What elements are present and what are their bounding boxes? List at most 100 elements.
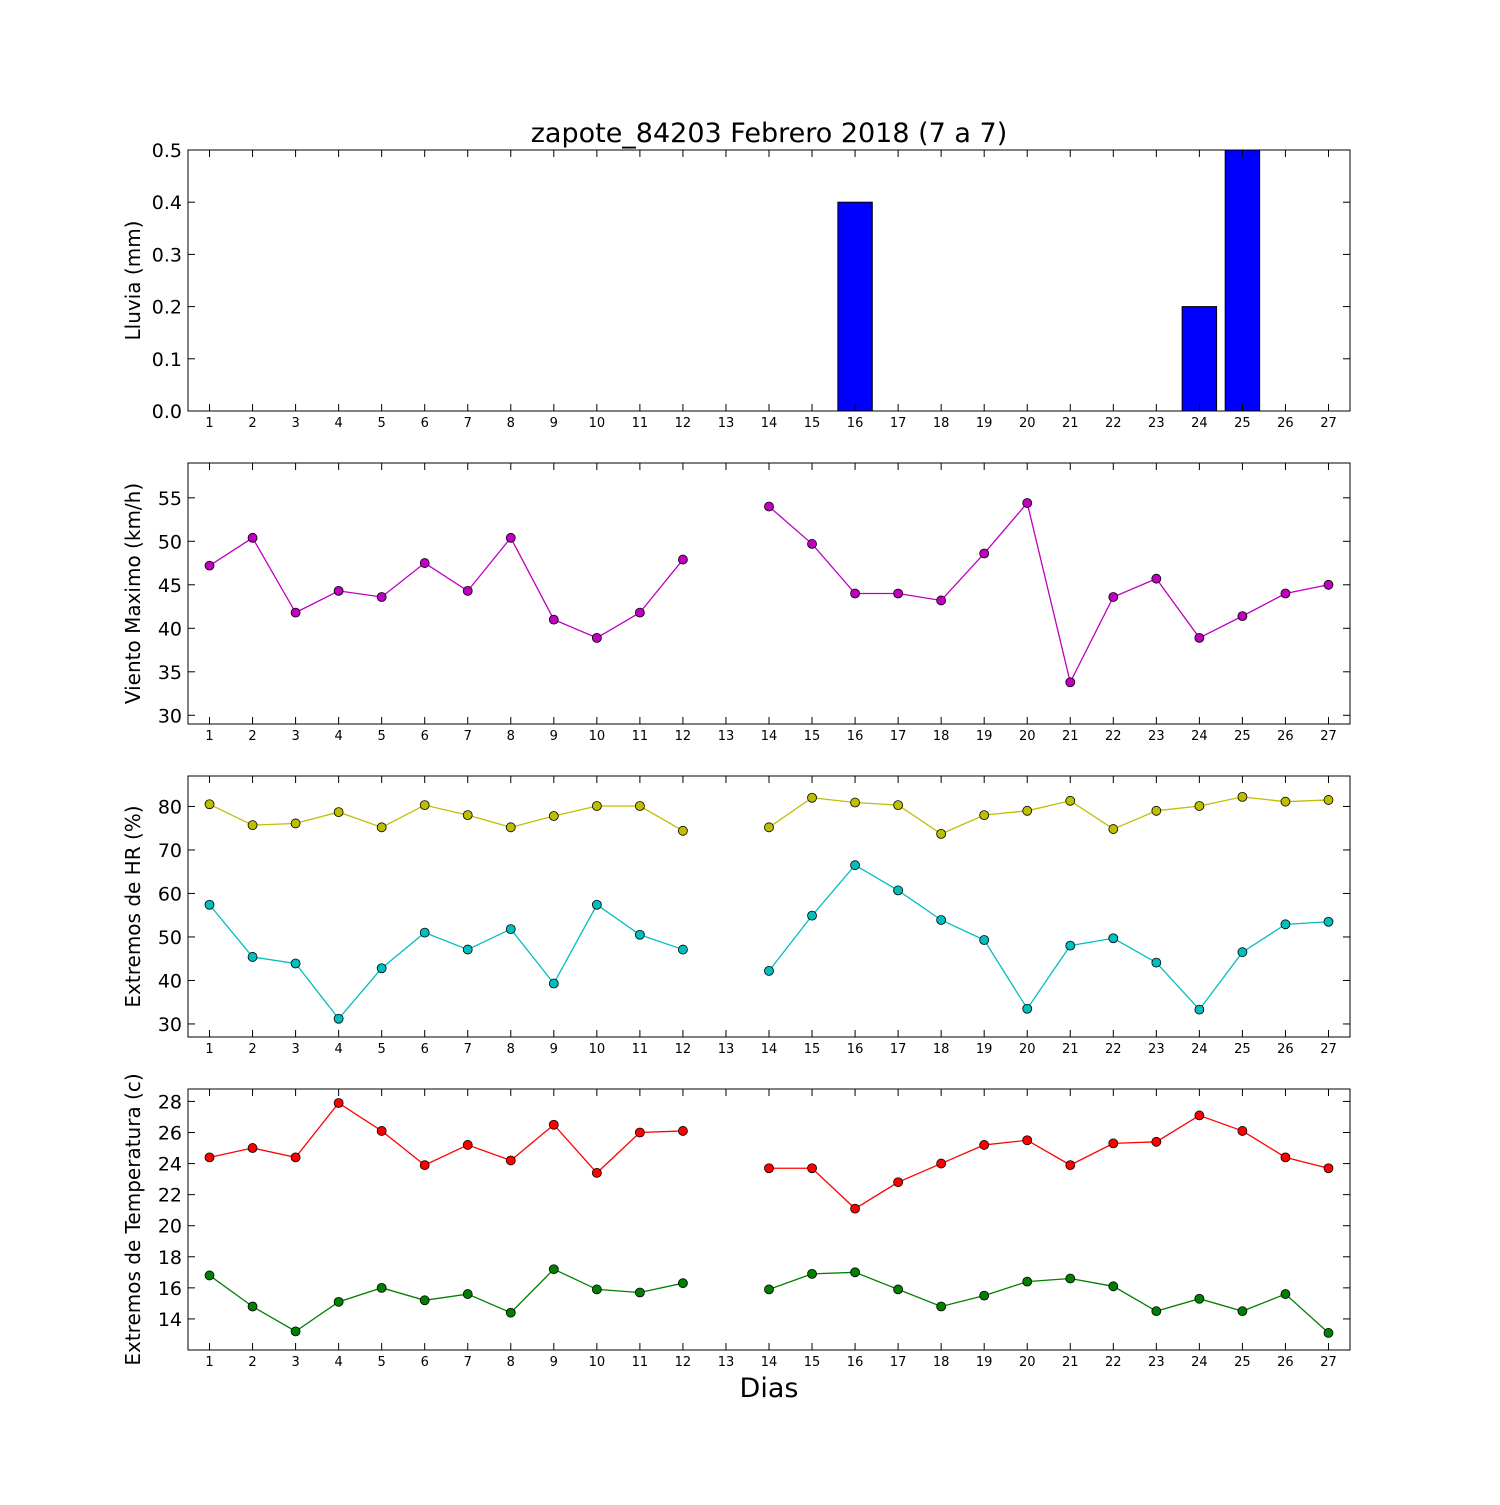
- x-tick-label: 27: [1320, 1042, 1337, 1057]
- x-tick-label: 23: [1148, 729, 1165, 744]
- x-tick-label: 4: [334, 729, 342, 744]
- x-tick-label: 19: [976, 729, 993, 744]
- y-axis-label: Lluvia (mm): [121, 221, 145, 341]
- y-tick-label: 35: [158, 662, 182, 684]
- data-point: [591, 632, 602, 643]
- series-line: [768, 1271, 1329, 1334]
- data-point: [1194, 801, 1205, 811]
- x-tick-label: 11: [632, 729, 649, 744]
- data-point: [204, 1152, 215, 1163]
- data-point: [634, 1127, 645, 1138]
- x-tick-label: 2: [248, 1355, 256, 1370]
- data-point: [1022, 498, 1033, 508]
- data-point: [764, 501, 774, 512]
- y-tick-label: 80: [158, 796, 182, 818]
- y-tick-label: 24: [158, 1154, 182, 1176]
- x-tick-label: 13: [718, 1355, 735, 1370]
- data-point: [1151, 957, 1162, 968]
- data-point: [1194, 1004, 1205, 1015]
- data-point: [1194, 1293, 1205, 1304]
- data-point: [548, 1119, 559, 1130]
- data-point: [376, 1126, 387, 1136]
- x-tick-label: 15: [804, 1355, 821, 1370]
- data-point: [376, 1282, 387, 1293]
- x-tick-label: 4: [334, 1355, 342, 1370]
- y-tick-label: 30: [158, 705, 182, 727]
- x-tick-label: 16: [847, 1355, 864, 1370]
- x-tick-label: 3: [291, 416, 299, 431]
- x-tick-label: 18: [933, 1355, 950, 1370]
- data-point: [591, 801, 602, 811]
- data-point: [247, 532, 258, 543]
- series-line: [209, 803, 684, 832]
- data-point: [333, 1296, 344, 1307]
- x-tick-label: 2: [248, 729, 256, 744]
- data-point: [548, 811, 559, 821]
- plot-frame: [187, 149, 1351, 412]
- x-tick-label: 24: [1191, 416, 1208, 431]
- x-tick-label: 4: [334, 416, 342, 431]
- data-point: [548, 978, 559, 989]
- data-point: [1323, 579, 1334, 590]
- data-point: [462, 585, 473, 596]
- x-tick-label: 20: [1019, 729, 1036, 744]
- series-line: [768, 796, 1329, 835]
- x-tick-label: 16: [847, 416, 864, 431]
- x-tick-label: 24: [1191, 1355, 1208, 1370]
- x-tick-label: 18: [933, 416, 950, 431]
- data-point: [1280, 1289, 1291, 1299]
- x-tick-label: 17: [890, 729, 907, 744]
- x-tick-label: 9: [550, 1042, 558, 1057]
- x-tick-label: 12: [675, 416, 692, 431]
- data-point: [419, 1160, 430, 1171]
- x-tick-label: 22: [1105, 729, 1122, 744]
- x-tick-label: 10: [589, 1042, 606, 1057]
- x-tick-label: 9: [550, 416, 558, 431]
- x-tick-label: 17: [890, 416, 907, 431]
- data-point: [505, 532, 516, 543]
- data-point: [591, 899, 602, 910]
- data-point: [247, 820, 258, 831]
- series-line: [768, 864, 1329, 1011]
- x-tick-label: 1: [205, 1042, 213, 1057]
- x-tick-label: 22: [1105, 1355, 1122, 1370]
- x-tick-label: 11: [632, 1355, 649, 1370]
- data-point: [807, 1163, 817, 1174]
- x-tick-label: 14: [761, 729, 778, 744]
- data-point: [1237, 611, 1248, 622]
- y-tick-label: 28: [158, 1091, 182, 1113]
- data-point: [1151, 573, 1162, 584]
- series-line: [209, 903, 684, 1020]
- y-tick-label: 14: [158, 1309, 182, 1331]
- x-tick-label: 21: [1062, 1042, 1079, 1057]
- x-tick-label: 27: [1320, 416, 1337, 431]
- data-point: [764, 1284, 774, 1295]
- data-point: [634, 1287, 645, 1298]
- data-point: [678, 825, 688, 836]
- data-point: [936, 1158, 947, 1169]
- x-tick-label: 6: [421, 729, 429, 744]
- data-point: [1237, 947, 1248, 958]
- x-tick-label: 10: [589, 416, 606, 431]
- x-tick-label: 9: [550, 1355, 558, 1370]
- y-tick-label: 0.1: [152, 349, 182, 371]
- data-point: [893, 588, 904, 599]
- y-tick-label: 60: [158, 883, 182, 905]
- data-point: [893, 800, 904, 811]
- data-point: [1065, 940, 1076, 951]
- x-tick-label: 26: [1277, 1355, 1294, 1370]
- x-tick-label: 19: [976, 416, 993, 431]
- data-point: [204, 799, 215, 810]
- data-point: [376, 592, 387, 602]
- x-tick-label: 26: [1277, 1042, 1294, 1057]
- data-point: [807, 910, 817, 921]
- x-tick-label: 3: [291, 729, 299, 744]
- data-point: [850, 588, 860, 599]
- x-tick-label: 19: [976, 1355, 993, 1370]
- x-tick-label: 24: [1191, 1042, 1208, 1057]
- y-tick-label: 40: [158, 970, 182, 992]
- data-point: [979, 1290, 990, 1301]
- x-tick-label: 23: [1148, 416, 1165, 431]
